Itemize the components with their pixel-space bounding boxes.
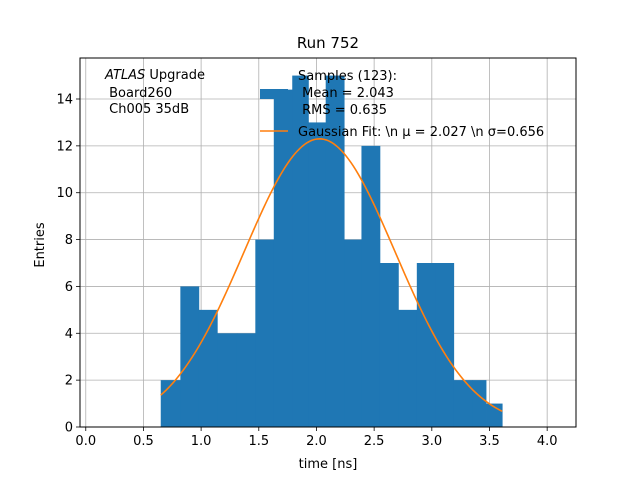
histogram-bar-9	[325, 75, 345, 428]
plot-frame	[79, 57, 577, 428]
histogram-bar-5	[255, 239, 275, 427]
annotation-atlas: ATLAS	[104, 68, 145, 83]
histogram-bar-6	[273, 89, 293, 427]
y-tick-label-7: 14	[56, 93, 73, 108]
y-tick-label-6: 12	[56, 139, 73, 154]
histogram-bar-12	[379, 263, 399, 427]
histogram-bar-7	[292, 75, 309, 428]
fit-curve	[160, 138, 503, 413]
legend-samples-label: Samples (123):	[298, 69, 397, 84]
y-tick-label-2: 4	[65, 327, 73, 342]
y-tick-label-1: 2	[65, 374, 73, 389]
legend-mean-label: Mean = 2.043	[298, 86, 394, 101]
histogram-bar-1	[180, 286, 200, 427]
x-axis-ticks: 0.0 0.5 1.0 1.5 2.0 2.5 3.0 3.5 4.0	[75, 427, 558, 449]
annotation-line-1: ATLAS Upgrade	[104, 68, 205, 83]
y-tick-label-5: 10	[56, 186, 73, 201]
x-axis-label: time [ns]	[299, 457, 358, 472]
atlas-annotation: ATLAS Upgrade Board260 Ch005 35dB	[104, 68, 205, 117]
histogram-bar-8	[308, 122, 327, 427]
histogram-bar-13	[398, 309, 418, 427]
histogram-bars	[160, 75, 503, 428]
x-tick-label-7: 3.5	[479, 434, 500, 449]
x-tick-label-4: 2.0	[306, 434, 327, 449]
histogram-bar-4	[236, 333, 256, 427]
legend: Samples (123): Mean = 2.043 RMS = 0.635 …	[260, 69, 544, 140]
histogram-bar-17	[472, 380, 487, 427]
histogram-bar-10	[344, 239, 362, 427]
x-tick-label-3: 1.5	[248, 434, 269, 449]
x-tick-label-5: 2.5	[364, 434, 385, 449]
histogram-bar-14	[416, 263, 436, 427]
chart-title: Run 752	[297, 34, 359, 52]
annotation-upgrade: Upgrade	[145, 68, 205, 83]
y-axis-label: Entries	[33, 222, 48, 268]
y-axis-ticks: 0 2 4 6 8 10 12 14	[56, 93, 80, 436]
x-tick-label-1: 0.5	[133, 434, 154, 449]
histogram-bar-3	[217, 333, 238, 427]
legend-fit-label: Gaussian Fit: \n μ = 2.027 \n σ=0.656	[298, 125, 544, 140]
histogram-bar-0	[160, 380, 181, 427]
gaussian-fit	[160, 138, 503, 413]
annotation-line-2: Board260	[105, 86, 172, 101]
y-tick-label-0: 0	[65, 421, 73, 436]
x-tick-label-8: 4.0	[537, 434, 558, 449]
x-tick-label-0: 0.0	[75, 434, 96, 449]
y-tick-label-4: 8	[65, 233, 73, 248]
x-tick-label-2: 1.0	[191, 434, 212, 449]
histogram-bar-16	[453, 380, 473, 427]
legend-rms-label: RMS = 0.635	[298, 103, 387, 118]
y-tick-label-3: 6	[65, 280, 73, 295]
histogram-bar-11	[361, 145, 381, 427]
legend-samples-swatch	[260, 89, 288, 99]
annotation-line-3: Ch005 35dB	[105, 102, 189, 117]
x-tick-label-6: 3.0	[421, 434, 442, 449]
histogram-bar-2	[198, 309, 218, 427]
histogram-bar-15	[435, 263, 455, 427]
